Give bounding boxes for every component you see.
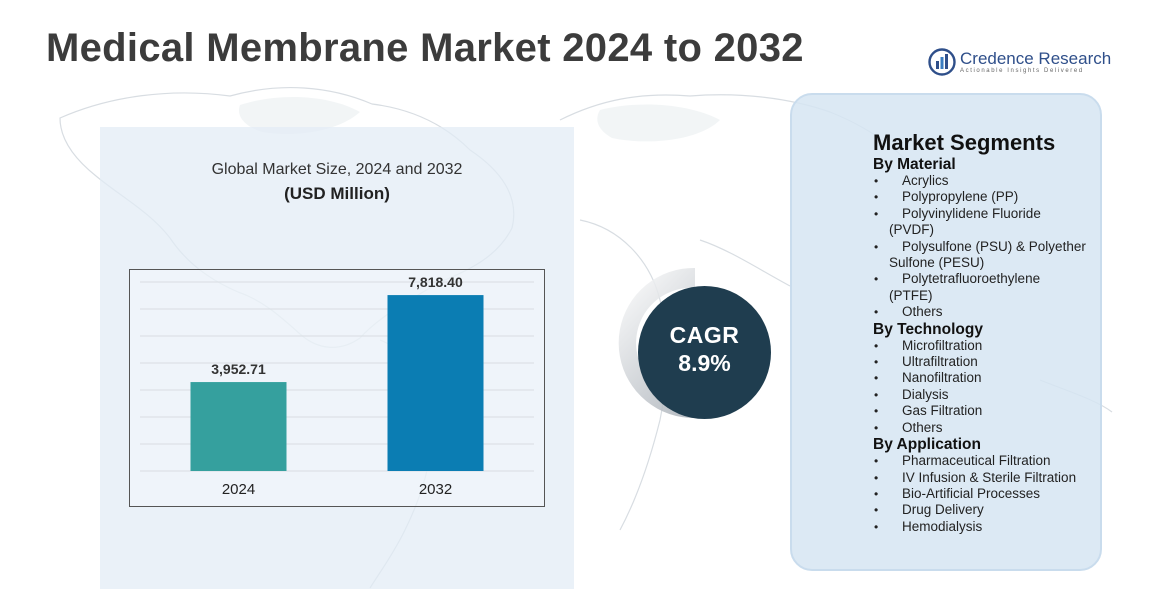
bullet-icon: • [874, 190, 879, 205]
cagr-badge: CAGR 8.9% [610, 258, 780, 428]
segment-item-label: Pharmaceutical Filtration [902, 453, 1051, 469]
segment-item-label-continued: (PVDF) [889, 222, 934, 238]
segment-group-heading: By Application [873, 436, 981, 454]
cagr-circle: CAGR 8.9% [638, 286, 771, 419]
bullet-icon: • [874, 470, 879, 485]
bar-chart-logo-icon [928, 48, 956, 76]
bullet-icon: • [874, 404, 879, 419]
segment-item: • Bio-Artificial Processes [873, 486, 1098, 502]
bullet-icon: • [874, 305, 879, 320]
bullet-icon: • [874, 486, 879, 501]
bar-chart-svg: 3,952.71 2024 7,818.40 2032 [140, 274, 534, 498]
segment-item-label: Gas Filtration [902, 403, 983, 419]
logo-tagline: Actionable Insights Delivered [960, 68, 1084, 74]
bullet-icon: • [874, 338, 879, 353]
segment-item: • Ultrafiltration [873, 354, 1098, 370]
bullet-icon: • [874, 206, 879, 221]
market-size-panel: Global Market Size, 2024 and 2032 (USD M… [100, 127, 574, 589]
segment-group-heading: By Technology [873, 320, 983, 338]
segment-item-label: Acrylics [902, 173, 949, 188]
segment-item-label: Polytetrafluoroethylene [902, 271, 1041, 287]
segment-item: • Nanofiltration [873, 370, 1098, 386]
segment-item-label-continued: (PTFE) [889, 287, 933, 303]
segment-item-label: Dialysis [902, 386, 949, 402]
chart-unit: (USD Million) [284, 184, 390, 203]
segment-item: • Microfiltration [873, 338, 1098, 354]
segment-list: • Acrylics • Polypropylene (PP) • Polyvinylid… [873, 173, 1098, 321]
segment-item-label: Nanofiltration [902, 370, 982, 386]
segment-item-label: IV Infusion & Sterile Filtration [902, 469, 1077, 485]
bar-2024 [190, 382, 287, 471]
page-title: Medical Membrane Market 2024 to 2032 [46, 26, 804, 70]
bullet-icon: • [874, 239, 879, 254]
bar-value-label: 7,818.40 [408, 274, 463, 290]
segment-item-label: Others [902, 419, 943, 435]
bullet-icon: • [874, 272, 879, 287]
segments-content: Market Segments By Material • Acrylics • Pol… [873, 129, 1098, 535]
segment-item-label-continued: Sulfone (PESU) [889, 255, 985, 271]
segment-list: • Pharmaceutical Filtration • IV Infusion &… [873, 453, 1098, 535]
segment-item: • Polyvinylidene Fluoride (PVDF) [873, 206, 1098, 239]
segment-item: • Others [873, 304, 1098, 320]
chart-title: Global Market Size, 2024 and 2032 [211, 161, 463, 178]
x-tick-label: 2032 [419, 481, 452, 498]
bullet-icon: • [874, 420, 879, 435]
segment-item: • Polypropylene (PP) [873, 189, 1098, 205]
segments-title: Market Segments [873, 130, 1056, 155]
bullet-icon: • [874, 454, 879, 469]
bullet-icon: • [874, 355, 879, 370]
bullet-icon: • [874, 387, 879, 402]
segment-item-label: Polyvinylidene Fluoride [902, 205, 1041, 221]
cagr-value: 8.9% [678, 350, 731, 376]
logo-name: Credence Research [960, 49, 1112, 68]
segment-item-label: Others [902, 304, 943, 320]
bullet-icon: • [874, 174, 879, 188]
segment-item-label: Bio-Artificial Processes [902, 485, 1041, 501]
segment-item: • Polytetrafluoroethylene (PTFE) [873, 271, 1098, 304]
bar-value-label: 3,952.71 [211, 361, 266, 377]
bullet-icon: • [874, 519, 879, 534]
segment-item: • Polysulfone (PSU) & Polyether Sulfone (P… [873, 239, 1098, 272]
bullet-icon: • [874, 503, 879, 518]
x-tick-label: 2024 [222, 481, 255, 498]
segment-item-label: Drug Delivery [902, 502, 984, 518]
bullet-icon: • [874, 371, 879, 386]
segment-item-label: Microfiltration [902, 337, 983, 353]
segment-item: • Acrylics [873, 173, 1098, 189]
segment-item: • Others [873, 420, 1098, 436]
segment-item: • IV Infusion & Sterile Filtration [873, 470, 1098, 486]
segment-item: • Gas Filtration [873, 403, 1098, 419]
bar-2032 [387, 295, 484, 471]
segment-item-label: Ultrafiltration [902, 354, 978, 370]
segment-item: • Drug Delivery [873, 502, 1098, 518]
segment-group-heading: By Material [873, 156, 956, 173]
segment-item-label: Hemodialysis [902, 518, 983, 534]
credence-research-logo: Credence Research Actionable Insights De… [928, 48, 1112, 82]
market-segments-panel: Market Segments By Material • Acrylics • Pol… [790, 93, 1102, 571]
segment-item: • Dialysis [873, 387, 1098, 403]
segment-item-label: Polypropylene (PP) [902, 189, 1019, 205]
segment-item: • Pharmaceutical Filtration [873, 453, 1098, 469]
segment-item-label: Polysulfone (PSU) & Polyether [902, 238, 1086, 254]
segment-item: • Hemodialysis [873, 519, 1098, 535]
bar-chart: 3,952.71 2024 7,818.40 2032 [129, 269, 545, 507]
cagr-label: CAGR [669, 322, 740, 348]
segment-list: • Microfiltration • Ultrafiltration • Nanofil… [873, 338, 1098, 436]
